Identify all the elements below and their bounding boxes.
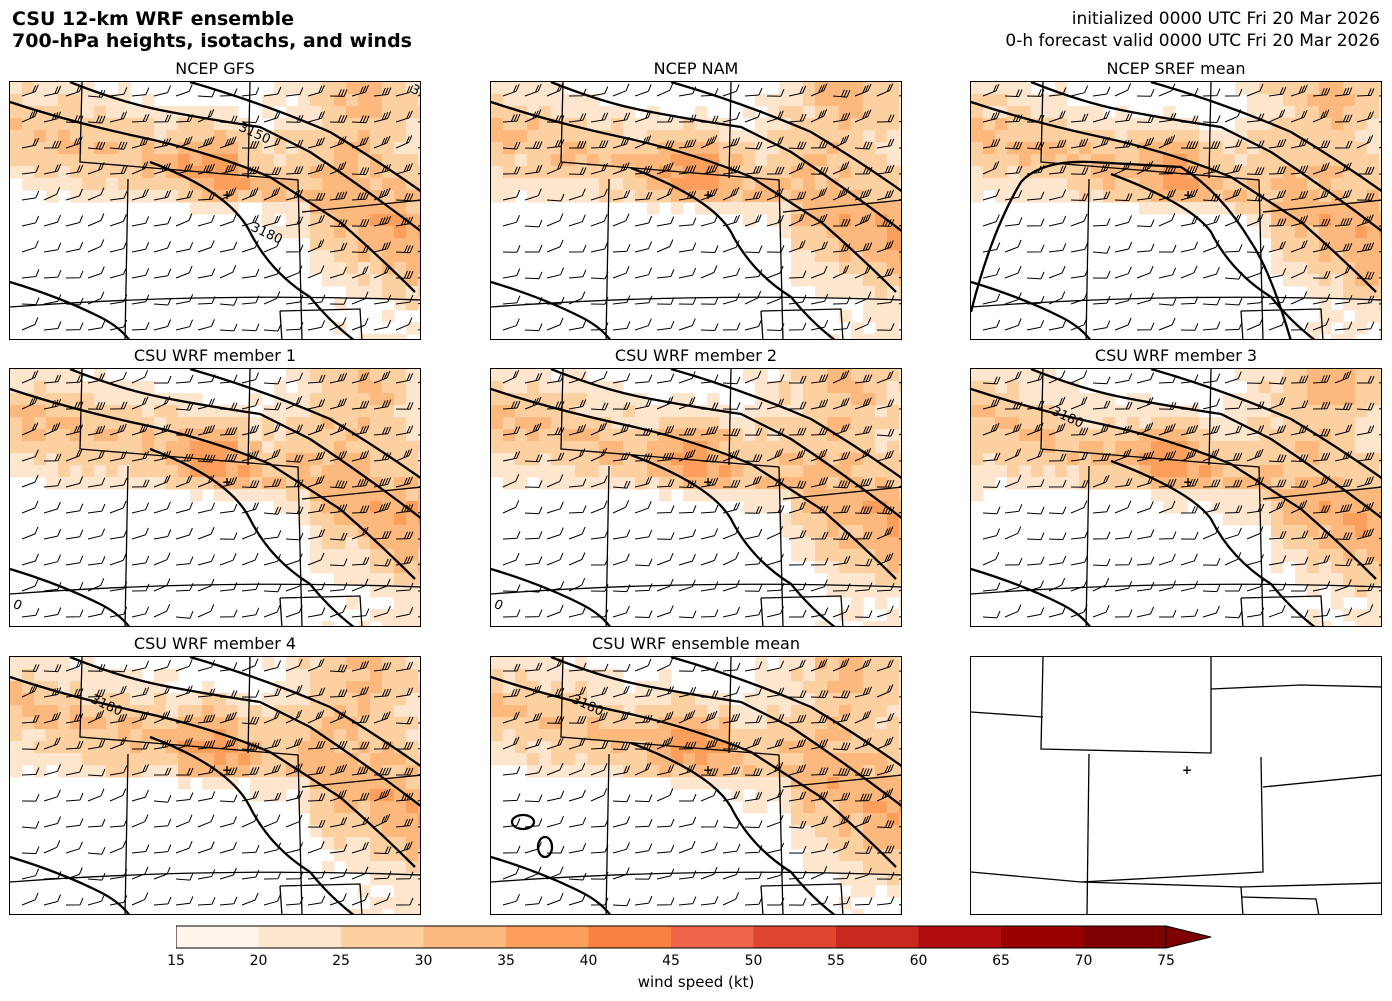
colorbar-segment: [506, 926, 589, 948]
colorbar-tick-label: 60: [909, 953, 928, 969]
panel-title-gfs: NCEP GFS: [175, 59, 255, 78]
map-canvas: 3180+: [10, 657, 420, 914]
wind-barbs: [982, 83, 1381, 331]
colorbar-segment: [258, 926, 341, 948]
contour-label: 0: [491, 597, 505, 614]
height-contours: [491, 82, 901, 339]
location-marker-icon: +: [1182, 763, 1192, 777]
map-canvas: 0+: [491, 369, 901, 626]
height-contours: [10, 82, 420, 339]
colorbar-segment: [176, 926, 259, 948]
colorbar-graphic: [175, 925, 1212, 949]
map-canvas: 0+: [10, 369, 420, 626]
colorbar-tick-label: 30: [414, 953, 433, 969]
wind-barbs: [21, 658, 420, 906]
colorbar-segment: [836, 926, 919, 948]
map-panel-sref: +: [970, 81, 1382, 340]
height-contours: [491, 369, 901, 626]
location-marker-icon: +: [1183, 188, 1193, 202]
colorbar-tick-label: 70: [1074, 953, 1093, 969]
wind-barbs: [21, 370, 420, 619]
colorbar-segment: [423, 926, 506, 948]
location-marker-icon: +: [222, 475, 232, 489]
map-panel-nam: +: [490, 81, 902, 340]
height-contours: [10, 369, 420, 626]
wind-barbs: [502, 657, 901, 907]
state-boundaries: [971, 657, 1381, 914]
panel-title-sref: NCEP SREF mean: [1106, 59, 1246, 78]
colorbar-extend-arrow: [1165, 925, 1212, 949]
location-marker-icon: +: [1183, 475, 1193, 489]
colorbar-segment: [918, 926, 1001, 948]
wind-barbs: [502, 369, 901, 619]
title-line-2: 700-hPa heights, isotachs, and winds: [12, 30, 412, 52]
location-marker-icon: +: [222, 763, 232, 777]
wind-barbs: [502, 83, 901, 332]
panel-title-member2: CSU WRF member 2: [614, 346, 778, 365]
map-panel-member1: 0 +: [9, 368, 421, 627]
colorbar-segment: [1001, 926, 1084, 948]
map-canvas: +: [491, 82, 901, 339]
panel-title-member4: CSU WRF member 4: [133, 634, 297, 653]
colorbar-tick-label: 65: [992, 953, 1010, 969]
map-panel-gfs: 3150 3180 30 +: [9, 81, 421, 340]
isotach-shading: [10, 369, 420, 626]
colorbar-segment: [341, 926, 424, 948]
colorbar-tick-label: 75: [1157, 953, 1175, 969]
location-marker-icon: +: [703, 763, 713, 777]
init-time: initialized 0000 UTC Fri 20 Mar 2026: [1071, 9, 1380, 29]
valid-time: 0-h forecast valid 0000 UTC Fri 20 Mar 2…: [1005, 31, 1380, 51]
contour-label: 30: [408, 82, 421, 103]
panel-title-nam: NCEP NAM: [653, 59, 739, 78]
state-boundaries: [491, 369, 901, 626]
panel-title-member1: CSU WRF member 1: [133, 346, 297, 365]
map-panel-ens-mean: 3180 +: [490, 656, 902, 915]
colorbar-tick-label: 40: [579, 953, 598, 969]
colorbar-segment: [1083, 926, 1166, 948]
map-panel-member3: 3180 +: [970, 368, 1382, 627]
location-marker-icon: +: [703, 475, 713, 489]
colorbar-label: wind speed (kt): [637, 973, 755, 991]
contour-label: 0: [10, 597, 24, 614]
map-canvas: 3180+: [491, 657, 901, 914]
wind-barbs: [21, 84, 420, 332]
colorbar: [175, 925, 1221, 953]
map-panel-reference: +: [970, 656, 1382, 915]
colorbar-tick-label: 45: [662, 953, 680, 969]
colorbar-tick-label: 15: [167, 953, 185, 969]
isotach-shading: [10, 82, 420, 339]
panel-title-member3: CSU WRF member 3: [1094, 346, 1258, 365]
colorbar-tick-label: 25: [332, 953, 350, 969]
location-marker-icon: +: [222, 188, 232, 202]
height-contours: [971, 82, 1381, 339]
map-canvas: +: [971, 657, 1381, 914]
figure-title: CSU 12-km WRF ensemble 700-hPa heights, …: [12, 8, 412, 52]
forecast-time: initialized 0000 UTC Fri 20 Mar 2026 0-h…: [1005, 8, 1380, 52]
title-line-1: CSU 12-km WRF ensemble: [12, 8, 294, 30]
map-panel-member2: 0 +: [490, 368, 902, 627]
colorbar-segment: [753, 926, 836, 948]
map-canvas: 3180+: [971, 369, 1381, 626]
colorbar-tick-label: 55: [827, 953, 845, 969]
location-marker-icon: +: [703, 188, 713, 202]
map-canvas: +: [971, 82, 1381, 339]
colorbar-tick-label: 50: [744, 953, 763, 969]
map-panel-member4: 3180 +: [9, 656, 421, 915]
panel-title-ens-mean: CSU WRF ensemble mean: [591, 634, 800, 653]
colorbar-tick-label: 35: [497, 953, 515, 969]
colorbar-segment: [671, 926, 754, 948]
height-contours: [971, 369, 1381, 626]
colorbar-tick-label: 20: [249, 953, 268, 969]
height-contours: [10, 657, 420, 914]
wind-barbs: [982, 370, 1381, 619]
colorbar-segment: [588, 926, 671, 948]
